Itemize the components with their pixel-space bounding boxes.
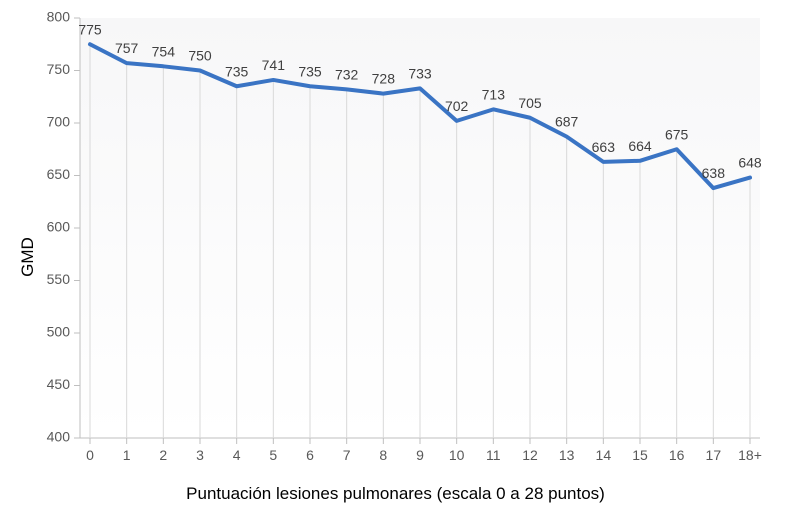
data-label: 663 (592, 139, 616, 155)
data-label: 750 (188, 48, 212, 64)
data-label: 741 (262, 57, 286, 73)
data-label: 732 (335, 66, 359, 82)
x-tick-label: 3 (196, 447, 204, 463)
x-tick-label: 8 (379, 447, 387, 463)
data-label: 702 (445, 98, 469, 114)
x-tick-label: 7 (343, 447, 351, 463)
x-tick-label: 6 (306, 447, 314, 463)
data-label: 713 (482, 86, 506, 102)
x-tick-label: 13 (559, 447, 575, 463)
x-tick-label: 11 (486, 447, 501, 463)
x-axis-title: Puntuación lesiones pulmonares (escala 0… (0, 484, 791, 504)
data-label: 638 (702, 165, 726, 181)
x-tick-label: 17 (706, 447, 722, 463)
x-tick-label: 5 (269, 447, 277, 463)
y-tick-label: 450 (47, 376, 71, 392)
x-tick-label: 12 (522, 447, 538, 463)
y-tick-label: 400 (47, 429, 71, 445)
data-label: 733 (408, 65, 432, 81)
x-tick-label: 14 (596, 447, 612, 463)
y-tick-label: 700 (47, 114, 71, 130)
data-label: 705 (518, 95, 542, 111)
x-tick-label: 2 (159, 447, 167, 463)
y-tick-label: 500 (47, 324, 71, 340)
y-tick-label: 550 (47, 271, 71, 287)
data-label: 648 (738, 155, 762, 171)
data-label: 754 (152, 43, 176, 59)
data-label: 728 (372, 71, 396, 87)
chart-svg: 4004505005506006507007508000123456789101… (0, 0, 791, 480)
x-tick-label: 1 (123, 447, 131, 463)
y-axis-title: GMD (18, 237, 38, 277)
data-label: 735 (225, 63, 249, 79)
data-label: 664 (628, 138, 652, 154)
x-tick-label: 10 (449, 447, 465, 463)
x-tick-label: 0 (86, 447, 94, 463)
data-label: 675 (665, 126, 689, 142)
x-tick-label: 15 (632, 447, 648, 463)
line-chart: GMD 400450500550600650700750800012345678… (0, 0, 791, 514)
y-tick-label: 600 (47, 219, 71, 235)
y-tick-label: 650 (47, 166, 71, 182)
x-tick-label: 16 (669, 447, 685, 463)
data-label: 735 (298, 63, 322, 79)
data-label: 687 (555, 114, 579, 130)
x-tick-label: 18+ (738, 447, 762, 463)
data-label: 775 (78, 21, 102, 37)
y-tick-label: 750 (47, 61, 71, 77)
data-label: 757 (115, 40, 139, 56)
x-tick-label: 9 (416, 447, 424, 463)
x-tick-label: 4 (233, 447, 241, 463)
y-tick-label: 800 (47, 9, 71, 25)
